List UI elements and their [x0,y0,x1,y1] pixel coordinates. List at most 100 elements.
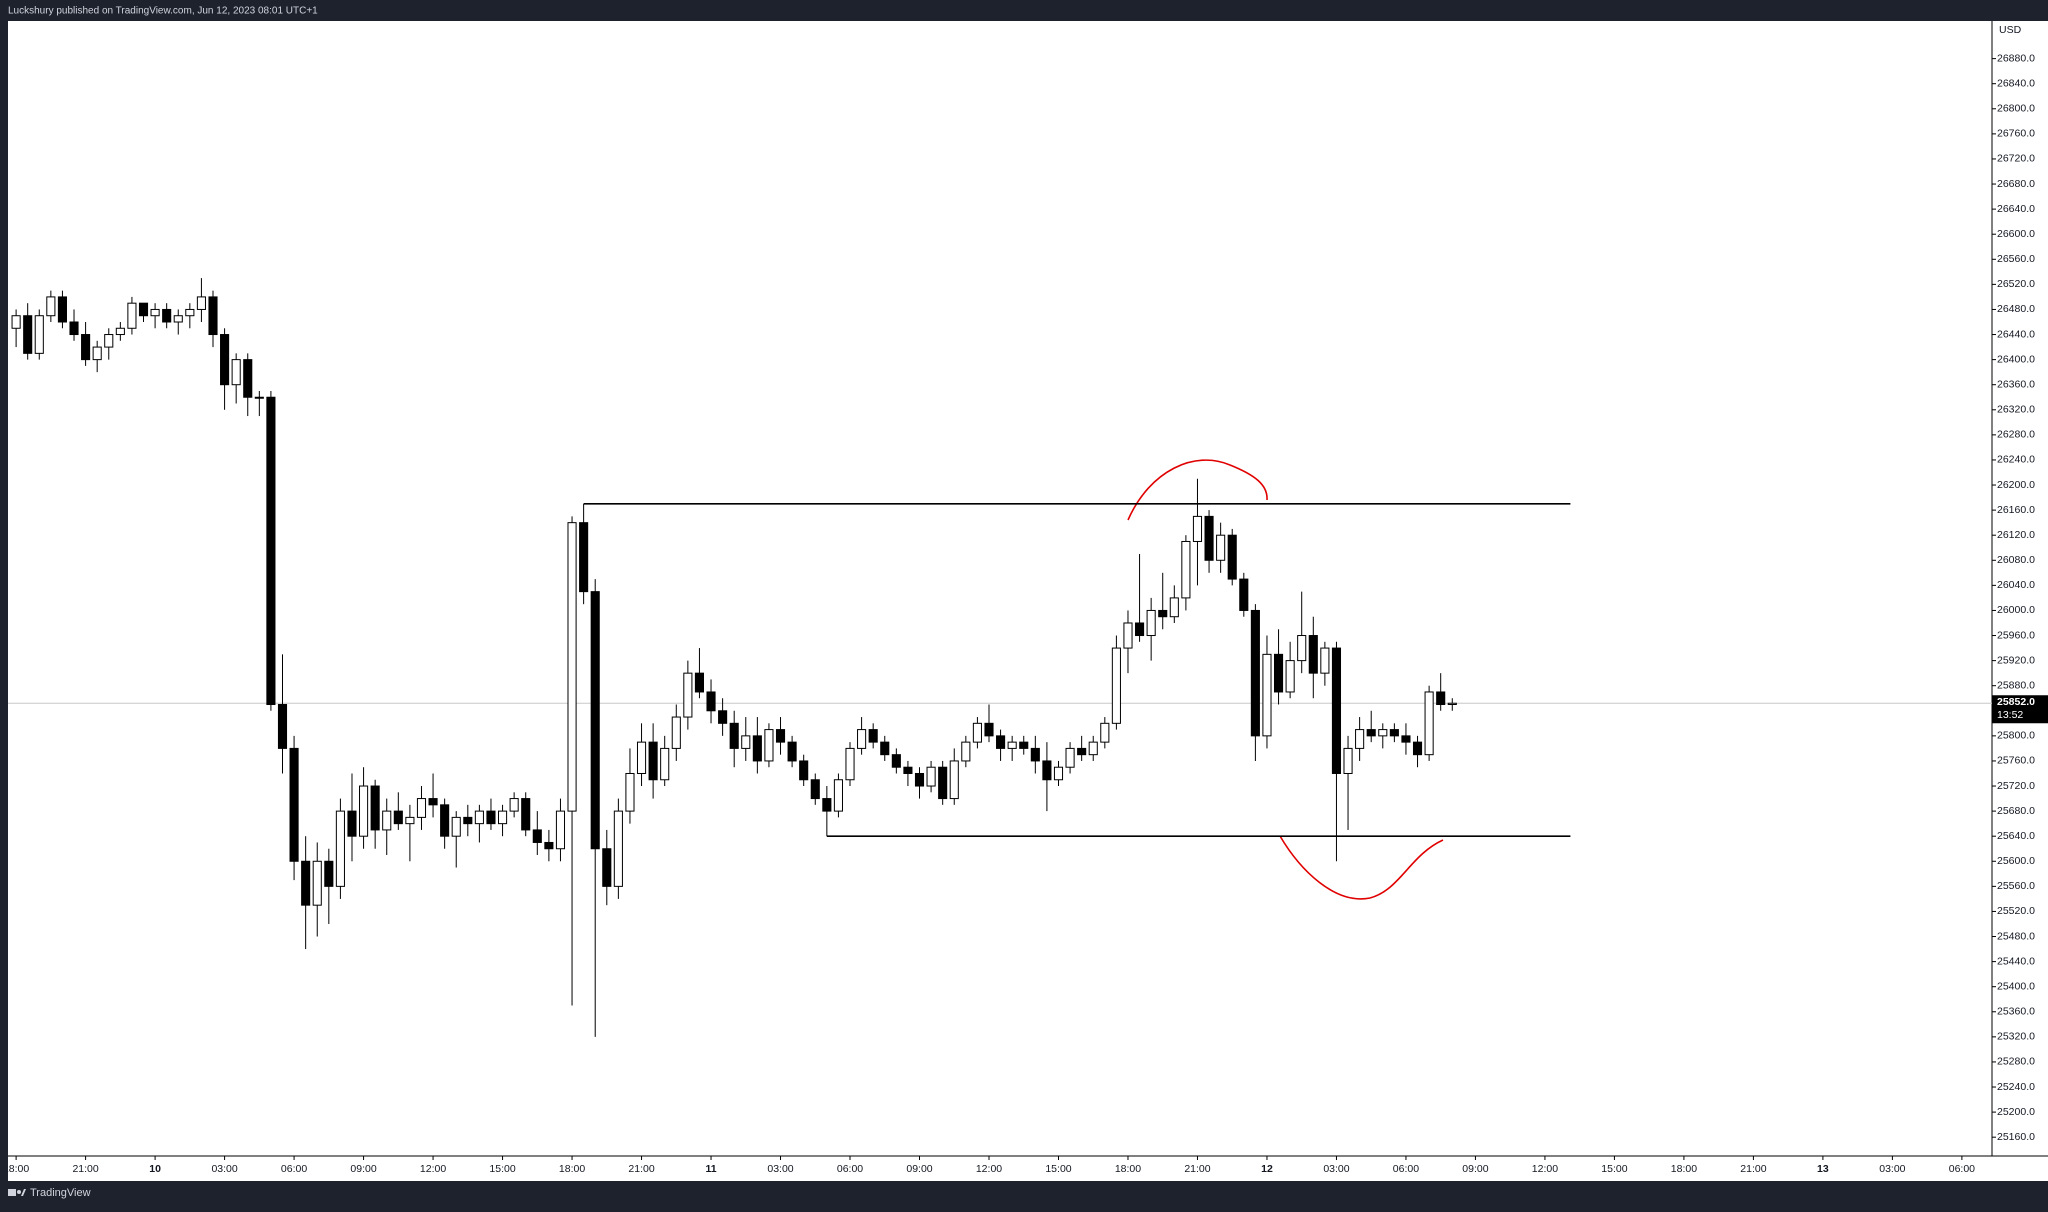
candle-body [324,860,334,887]
annotation-arc [1279,835,1444,900]
y-tick-label: 26280.0 [1997,429,2035,441]
candle-body [1111,647,1121,724]
candle-body [440,804,450,837]
y-tick-label: 26560.0 [1997,253,2035,265]
y-tick-label: 26480.0 [1997,303,2035,315]
candle-body [486,810,496,825]
x-axis: 18:00 21:00 10 03:00 06:00 09:00 12:00 15:00 18:… [3,1156,1975,1175]
y-tick-label: 26240.0 [1997,454,2035,466]
candle-body [810,779,820,800]
candle-body [416,798,427,818]
candle-body [81,334,91,361]
header-title: Luckshury published on TradingView.com, … [8,6,318,17]
candle-body [567,522,577,812]
x-tick-label: 18:00 [1115,1163,1141,1175]
candle-body [880,741,890,756]
y-tick-label: 25920.0 [1997,654,2035,666]
candle-body [972,722,982,743]
candle-body [1331,647,1342,774]
candle-body [359,785,369,837]
x-tick-label: 09:00 [350,1163,376,1175]
candle-body [231,359,241,386]
candle-body [1158,609,1168,618]
x-tick-label: 12:00 [976,1163,1002,1175]
last-price-box [1992,695,2048,724]
candle-body [347,810,357,837]
y-tick-label: 25280.0 [1997,1056,2035,1068]
candle-body [683,672,693,718]
y-tick-label: 26400.0 [1997,353,2035,365]
x-tick-label: 03:00 [1323,1163,1349,1175]
candle-body [891,754,901,768]
candle-body [1366,729,1376,737]
y-tick-label: 25440.0 [1997,955,2035,967]
y-tick-label: 26000.0 [1997,604,2035,616]
candle-body [220,334,230,386]
candle-body [903,766,913,774]
y-tick-label: 25880.0 [1997,679,2035,691]
candle-body [775,729,786,743]
chart-background [8,21,2048,1181]
x-tick-label: 03:00 [211,1163,237,1175]
y-tick-label: 26640.0 [1997,203,2035,215]
candle-body [845,747,855,781]
candle-body [1273,653,1284,693]
candle-body [382,810,392,831]
x-tick-label: 03:00 [767,1163,793,1175]
candle-body [1053,766,1064,781]
footer-logo [8,1189,26,1196]
x-tick-label: 18:00 [3,1163,29,1175]
candle-body [1412,741,1423,756]
currency-label: USD [1999,24,2022,36]
candle-body [127,302,137,329]
candle-body [1192,515,1203,542]
x-tick-label: 15:00 [1045,1163,1071,1175]
candle-body [497,810,508,825]
candle-body [312,860,322,906]
candle-body [1250,609,1260,737]
y-tick-label: 25160.0 [1997,1131,2035,1143]
candle-body [625,772,635,812]
candle-body [1216,534,1226,561]
x-tick-label: 11 [705,1163,716,1175]
y-tick-label: 25240.0 [1997,1081,2035,1093]
candle-body [613,810,623,887]
candle-body [266,396,276,706]
candle-body [938,766,948,800]
candle-body [1088,741,1098,756]
y-tick-label: 25720.0 [1997,780,2035,792]
candle-body [185,308,195,317]
y-tick-label: 25560.0 [1997,880,2035,892]
y-tick-label: 26760.0 [1997,128,2035,140]
y-tick-label: 25960.0 [1997,629,2035,641]
y-tick-label: 26440.0 [1997,328,2035,340]
x-tick-label: 15:00 [1601,1163,1627,1175]
candle-body [833,779,843,812]
candle-body [138,302,149,317]
y-tick-label: 26160.0 [1997,504,2035,516]
footer-brand: TradingView [30,1187,91,1199]
candle-body [1285,660,1295,693]
candle-body [1100,722,1110,743]
y-tick-label: 26520.0 [1997,278,2035,290]
candle-body [277,704,288,749]
candle-body [729,722,739,749]
candle-body [57,296,67,323]
candle-body [799,760,809,781]
candle-body [752,735,762,762]
candle-body [1007,741,1017,749]
candle-body [92,346,102,361]
y-tick-label: 26040.0 [1997,579,2035,591]
candle-body [521,798,531,831]
candle-body [23,315,33,354]
y-tick-label: 26600.0 [1997,228,2035,240]
candle-body [1424,691,1434,756]
candle-body [69,321,79,336]
candle-body [718,710,728,724]
candle-body [857,729,867,749]
candle-body [1343,747,1353,774]
y-tick-label: 26120.0 [1997,529,2035,541]
y-tick-label: 25480.0 [1997,930,2035,942]
x-tick-label: 21:00 [628,1163,654,1175]
